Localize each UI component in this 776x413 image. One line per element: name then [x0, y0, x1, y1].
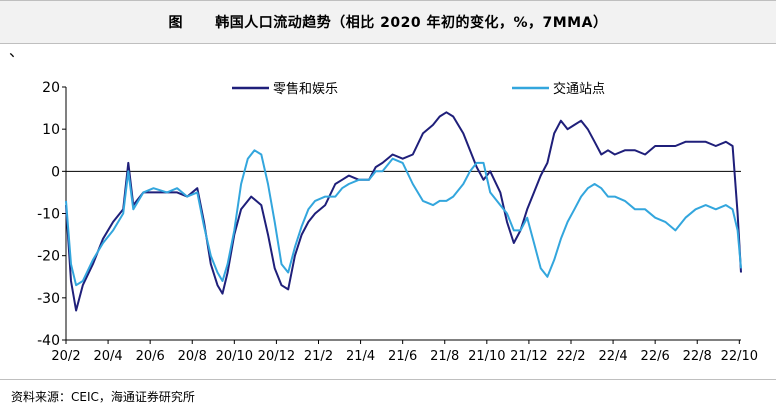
- source-note: 资料来源：CEIC，海通证券研究所: [0, 379, 776, 413]
- x-tick-label: 21/8: [430, 349, 459, 364]
- y-tick-label: 20: [42, 80, 60, 96]
- x-tick-label: 21/4: [346, 349, 375, 364]
- x-tick-label: 22/6: [641, 349, 670, 364]
- x-tick-label: 22/4: [598, 349, 627, 364]
- x-tick-label: 22/8: [683, 349, 712, 364]
- y-tick-label: 0: [51, 164, 60, 180]
- x-tick-label: 20/12: [258, 349, 295, 364]
- x-tick-label: 21/10: [468, 349, 505, 364]
- x-tick-label: 21/12: [510, 349, 547, 364]
- x-tick-label: 21/6: [388, 349, 417, 364]
- series-line-2: [65, 149, 742, 287]
- legend-label-1: 零售和娱乐: [273, 81, 338, 97]
- legend-label-2: 交通站点: [553, 81, 605, 97]
- y-tick-label: 10: [42, 122, 60, 138]
- title-bar: 图 韩国人口流动趋势（相比 2020 年初的变化，%，7MMA）: [0, 0, 776, 44]
- series-line-1: [65, 111, 742, 312]
- x-tick-label: 20/8: [178, 349, 207, 364]
- x-tick-label: 20/4: [93, 349, 122, 364]
- x-tick-label: 21/2: [304, 349, 333, 364]
- y-tick-label: -40: [37, 333, 60, 349]
- x-tick-label: 20/2: [51, 349, 80, 364]
- chart-title: 图 韩国人口流动趋势（相比 2020 年初的变化，%，7MMA）: [168, 15, 608, 31]
- x-tick-label: 20/6: [136, 349, 165, 364]
- y-tick-label: -10: [37, 207, 60, 223]
- stray-mark: 、: [9, 42, 25, 60]
- x-tick-label: 22/2: [556, 349, 585, 364]
- y-tick-label: -30: [37, 291, 60, 307]
- y-tick-label: -20: [37, 249, 60, 265]
- x-tick-label: 22/10: [721, 349, 758, 364]
- x-tick-label: 20/10: [216, 349, 253, 364]
